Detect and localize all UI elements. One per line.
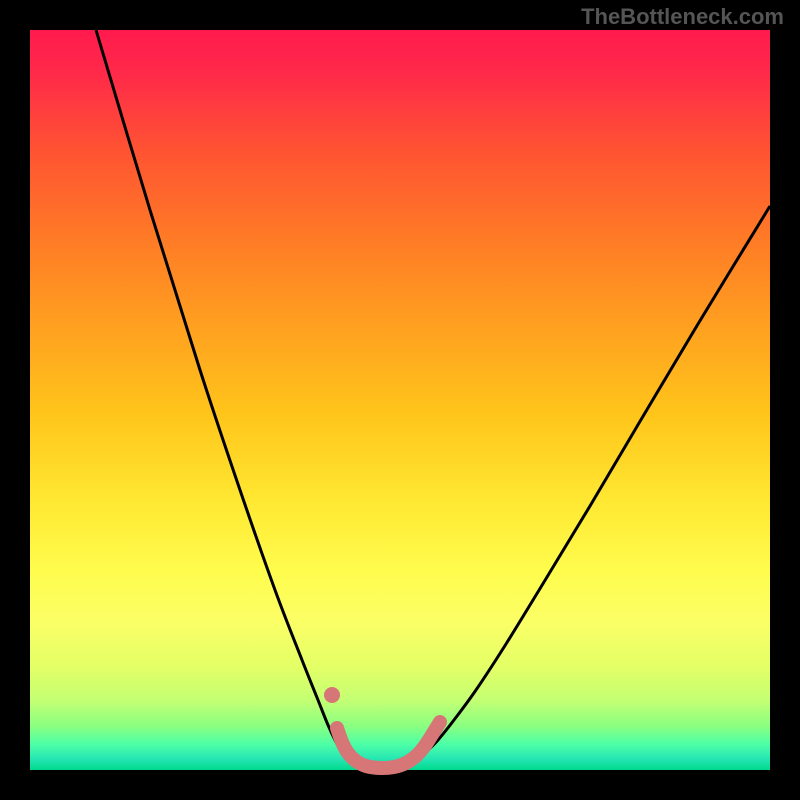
marker-dot [324, 687, 340, 703]
gradient-background [30, 30, 770, 770]
watermark-text: TheBottleneck.com [581, 4, 784, 30]
bottleneck-chart [0, 0, 800, 800]
